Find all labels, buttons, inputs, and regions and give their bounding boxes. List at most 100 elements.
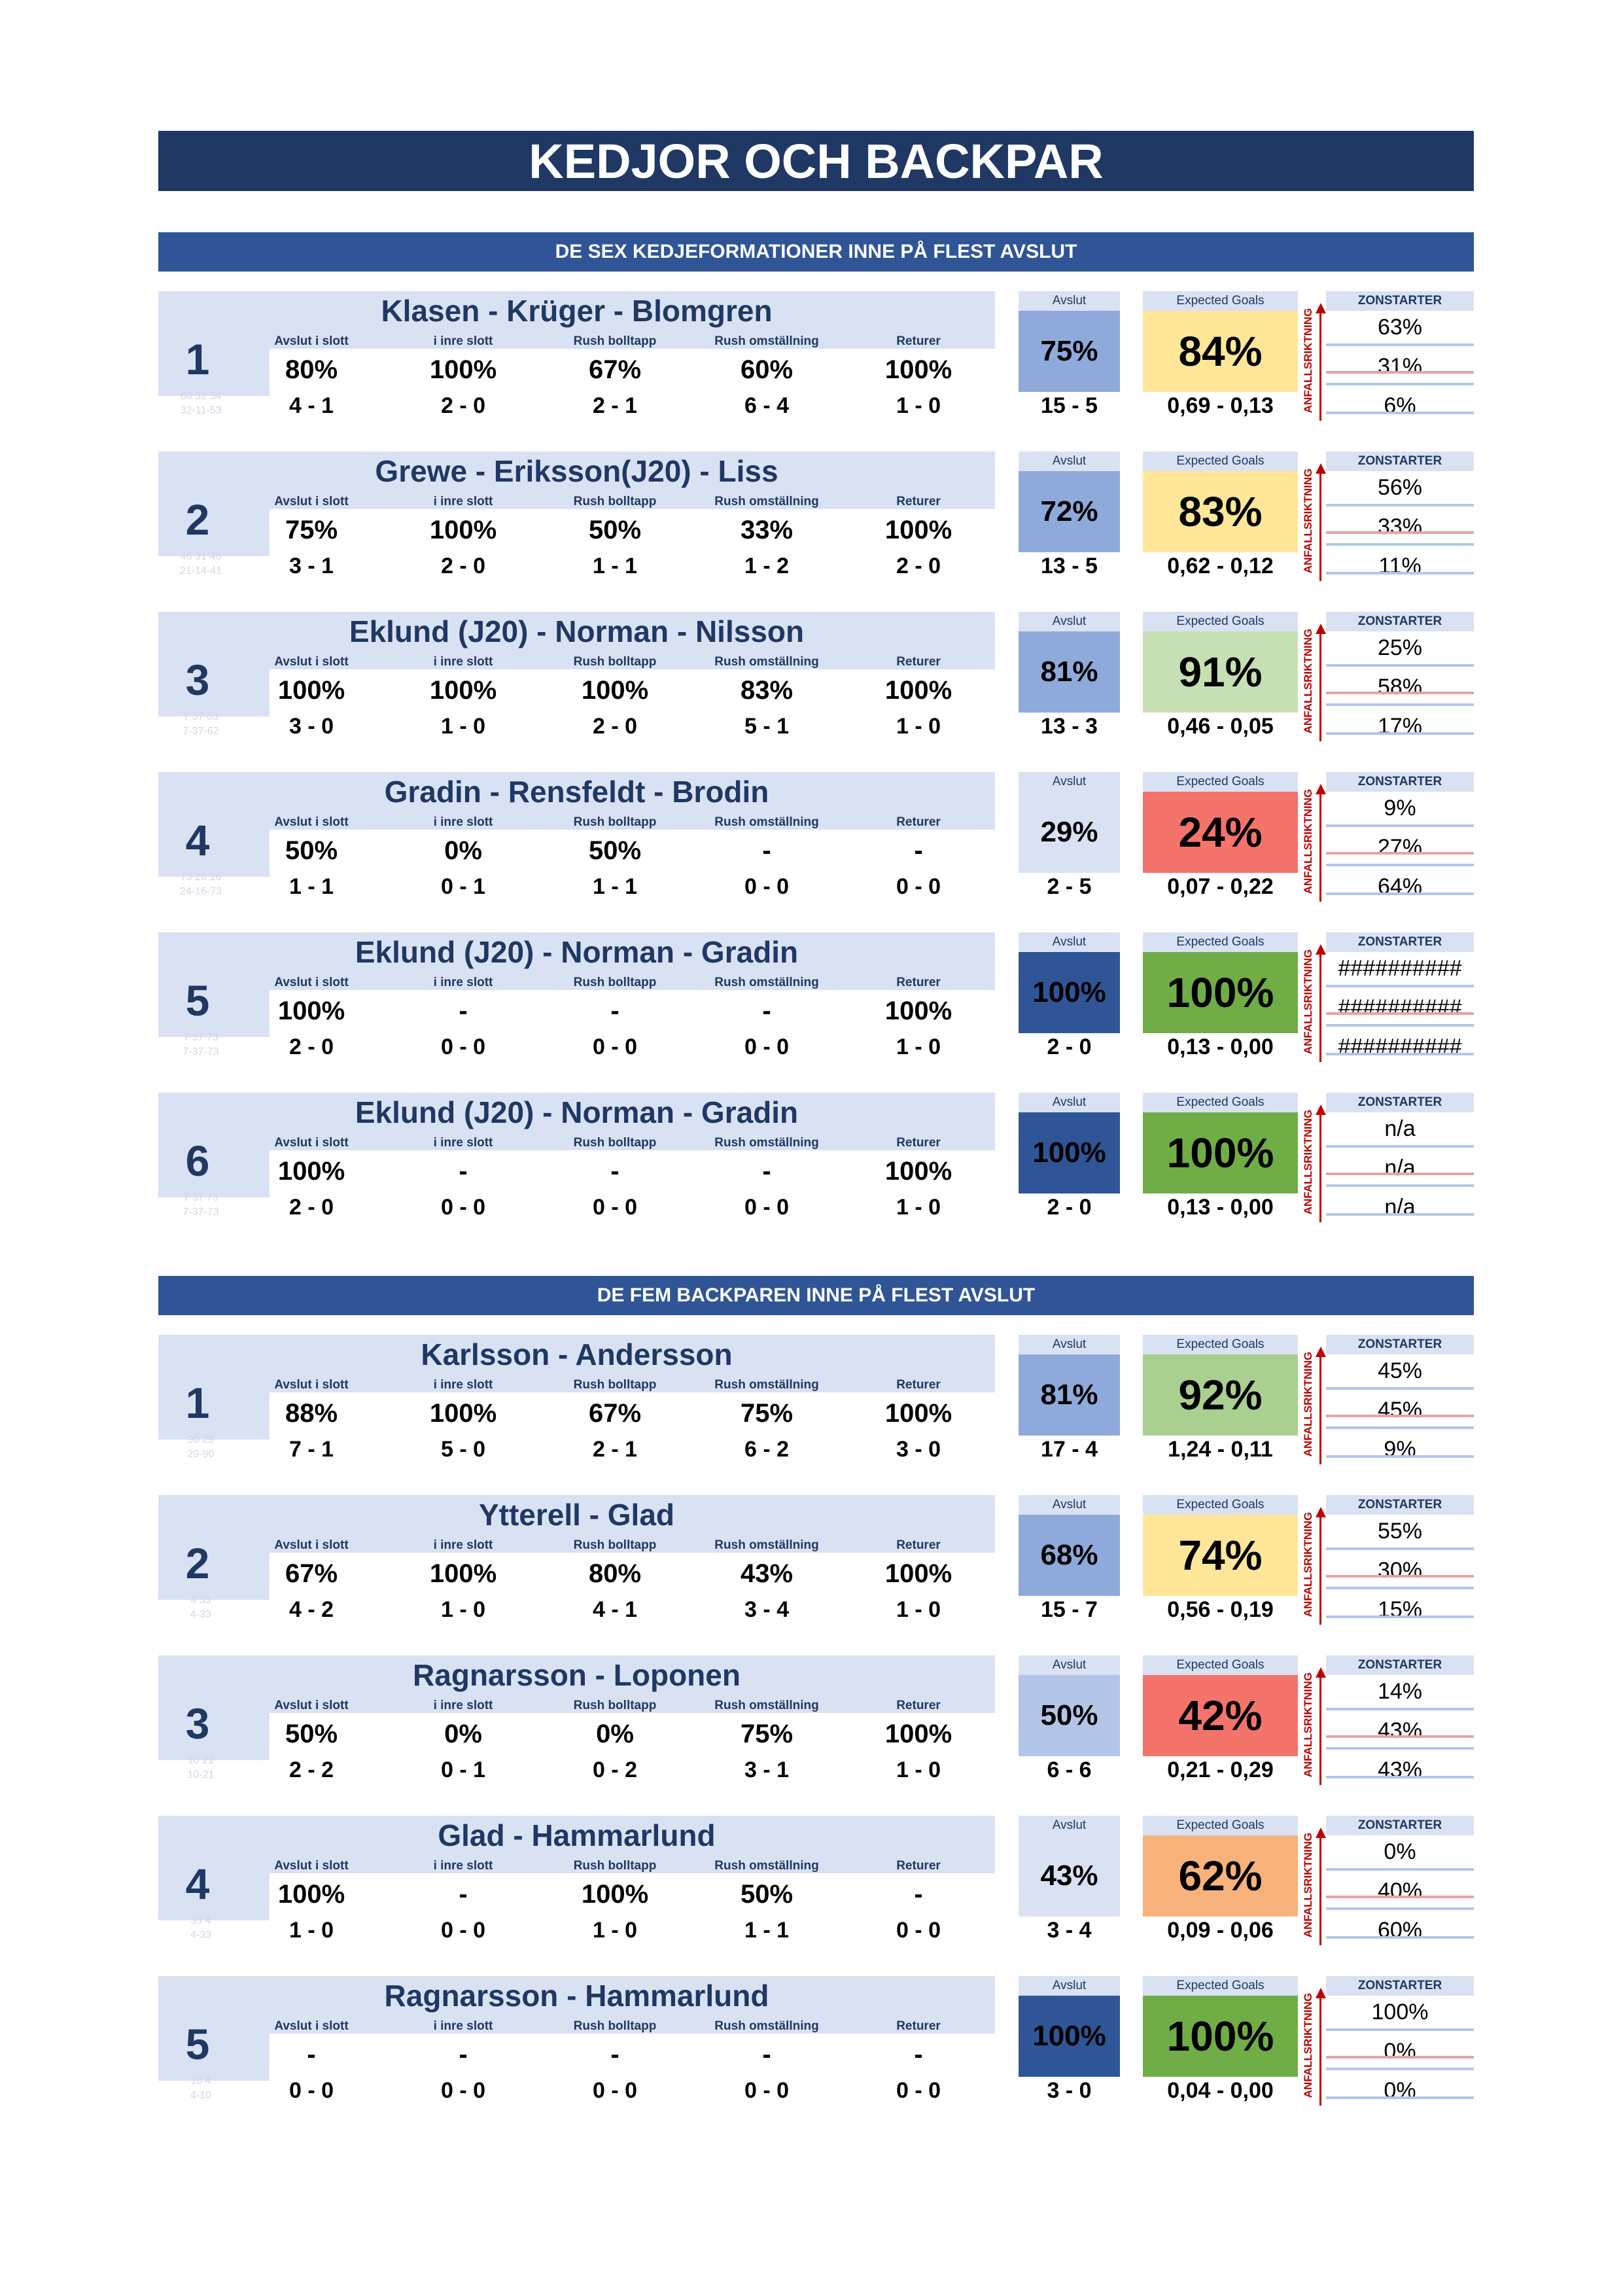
stat-count: 3 - 0 (896, 1437, 941, 1462)
shots-header: Avslut (1019, 1816, 1120, 1835)
xg-header: Expected Goals (1143, 1816, 1298, 1835)
stat-label: Rush omställning (714, 2019, 819, 2033)
stats-panel: Eklund (J20) - Norman - Gradin 5 7 37 73 7-… (158, 932, 995, 1063)
line-name: Ragnarsson - Loponen (413, 1658, 741, 1692)
line-card: Eklund (J20) - Norman - Nilsson 3 7 37 63 7… (158, 612, 1474, 743)
stat-count: 2 - 2 (288, 1757, 334, 1782)
stat-percent: 100% (277, 1157, 345, 1186)
xg-percent-tile: 100% (1143, 1112, 1298, 1193)
stat-percent: 83% (740, 676, 794, 705)
zone-divider (1326, 1547, 1474, 1550)
zone-starts-header: ZONSTARTER (1326, 1655, 1474, 1675)
player-numbers: 90 29 (187, 1434, 215, 1445)
zone-divider (1326, 892, 1474, 895)
stat-label: Rush bolltapp (573, 1136, 657, 1150)
stat-count: 7 - 1 (288, 1437, 334, 1462)
stat-percent: 80% (588, 1559, 642, 1588)
line-name: Eklund (J20) - Norman - Gradin (355, 1095, 799, 1129)
stat-count: 0 - 0 (592, 1195, 638, 1220)
stat-label: Rush bolltapp (573, 1378, 657, 1392)
stat-percent: - (610, 2040, 620, 2069)
shots-count: 2 - 0 (1047, 1034, 1092, 1059)
stat-percent: - (610, 997, 620, 1025)
stat-percent: 50% (740, 1880, 794, 1909)
stat-count: 0 - 0 (744, 1195, 790, 1220)
rank-number: 6 (185, 1137, 210, 1185)
xg-values: 0,21 - 0,29 (1167, 1757, 1274, 1782)
zone-divider (1326, 824, 1474, 827)
stat-label: Returer (896, 1859, 941, 1873)
shots-count: 3 - 0 (1047, 2078, 1092, 2103)
stat-label: Avslut i slott (274, 1378, 349, 1392)
zone-divider (1326, 985, 1474, 987)
attack-direction-arrow-icon: ANFALLSRIKTNING (1300, 620, 1326, 741)
attack-direction-arrow-icon: ANFALLSRIKTNING (1300, 1984, 1326, 2106)
xg-percent-tile: 24% (1143, 792, 1298, 873)
zone-start-value: 9% (1384, 1437, 1416, 1462)
stat-percent: 100% (581, 1880, 649, 1909)
zone-start-value: 6% (1384, 393, 1416, 418)
stats-panel: Klasen - Krüger - Blomgren 1 86 32 54 32-11… (158, 291, 995, 422)
zone-starts-header: ZONSTARTER (1326, 1093, 1474, 1112)
stat-label: Avslut i slott (274, 334, 349, 348)
stat-count: 2 - 1 (592, 393, 638, 418)
stat-count: 0 - 0 (288, 2078, 334, 2103)
stat-percent: - (459, 1880, 468, 1909)
attack-direction-label: ANFALLSRIKTNING (1302, 1511, 1314, 1617)
xg-header: Expected Goals (1143, 772, 1298, 792)
zone-divider (1326, 531, 1474, 534)
stat-count: 2 - 0 (896, 554, 941, 578)
xg-values: 0,13 - 0,00 (1167, 1034, 1274, 1059)
shots-header: Avslut (1019, 932, 1120, 952)
player-numbers: 4 33 (190, 1595, 211, 1606)
zone-divider (1326, 1776, 1474, 1778)
stat-percent: 100% (884, 1399, 952, 1428)
attack-direction-label: ANFALLSRIKTNING (1302, 1992, 1314, 2098)
line-card: Klasen - Krüger - Blomgren 1 86 32 54 32-11… (158, 291, 1474, 422)
stat-count: 0 - 0 (744, 1034, 790, 1059)
shots-percent-tile: 43% (1019, 1835, 1120, 1916)
stat-percent: - (914, 2040, 923, 2069)
attack-direction-arrow-icon: ANFALLSRIKTNING (1300, 459, 1326, 581)
stat-percent: 100% (884, 1720, 952, 1748)
shots-count: 2 - 5 (1047, 874, 1092, 899)
stat-label: Rush omställning (714, 1538, 819, 1552)
stat-count: 0 - 0 (440, 2078, 486, 2103)
zone-divider (1326, 1575, 1474, 1578)
stats-panel: Karlsson - Andersson 1 90 29 29-90 Avslut i … (158, 1335, 995, 1466)
shots-header: Avslut (1019, 451, 1120, 471)
rank-number: 3 (185, 656, 210, 704)
zone-start-value: 11% (1378, 554, 1422, 578)
rank-number: 1 (185, 1379, 210, 1427)
stat-percent: 50% (285, 1720, 338, 1748)
zone-start-value: 40% (1377, 1879, 1423, 1903)
zone-start-value: 0% (1384, 2039, 1416, 2064)
zone-divider (1326, 1616, 1474, 1618)
stat-count: 1 - 0 (896, 1034, 941, 1059)
section-title: DE SEX KEDJEFORMATIONER INNE PÅ FLEST AV… (158, 232, 1474, 272)
stat-label: Avslut i slott (274, 1538, 349, 1552)
shots-percent-tile: 29% (1019, 792, 1120, 873)
stat-percent: - (914, 1880, 923, 1909)
zone-starts-header: ZONSTARTER (1326, 1816, 1474, 1835)
zone-divider (1326, 1053, 1474, 1055)
zone-divider (1326, 2068, 1474, 2070)
xg-values: 0,04 - 0,00 (1167, 2078, 1274, 2103)
shots-count: 13 - 3 (1041, 714, 1098, 739)
stat-label: Returer (896, 1699, 941, 1712)
zone-starts-header: ZONSTARTER (1326, 451, 1474, 471)
zone-divider (1326, 1936, 1474, 1939)
attack-direction-label: ANFALLSRIKTNING (1302, 1832, 1314, 1938)
stat-count: 0 - 0 (440, 1195, 486, 1220)
player-numbers-sorted: 7-37-73 (183, 1046, 219, 1057)
zone-divider (1326, 732, 1474, 735)
zone-divider (1326, 852, 1474, 855)
zone-start-value: 30% (1377, 1558, 1423, 1583)
zone-divider (1326, 1387, 1474, 1390)
stats-panel: Eklund (J20) - Norman - Nilsson 3 7 37 63 7… (158, 612, 995, 743)
zone-starts-header: ZONSTARTER (1326, 1495, 1474, 1515)
stat-label: Avslut i slott (274, 1136, 349, 1150)
player-numbers: 86 32 54 (180, 391, 222, 402)
line-name: Ragnarsson - Hammarlund (384, 1979, 769, 2013)
stat-label: Returer (896, 1538, 941, 1552)
